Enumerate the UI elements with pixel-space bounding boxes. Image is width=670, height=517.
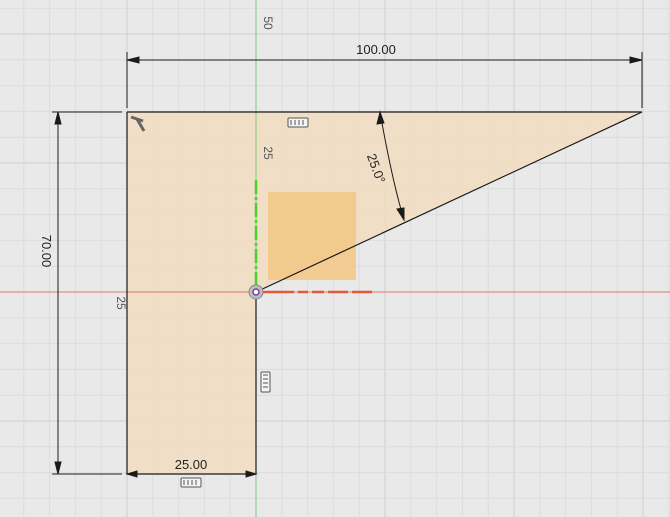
- perpendicular-constraint-icon[interactable]: [130, 115, 146, 132]
- arrowhead: [629, 56, 643, 64]
- dimension-left-height[interactable]: [52, 111, 122, 475]
- arrowhead: [126, 56, 140, 64]
- dimension-angle[interactable]: [376, 110, 405, 222]
- arrowhead: [54, 111, 62, 125]
- dimension-top-width[interactable]: [126, 52, 643, 108]
- dimension-bottom-width-value[interactable]: 25.00: [175, 457, 208, 472]
- origin-point[interactable]: [248, 284, 264, 300]
- vertical-constraint-icon[interactable]: [260, 371, 271, 393]
- arrowhead: [376, 110, 385, 125]
- arrowhead: [396, 207, 405, 222]
- dimension-top-width-value[interactable]: 100.00: [356, 42, 396, 57]
- y-axis-label-top: 50: [261, 16, 275, 30]
- x-axis-label-left: 25: [114, 296, 128, 310]
- dimension-bottom-width[interactable]: [125, 470, 258, 478]
- arrowhead: [245, 470, 258, 478]
- y-axis-label-mid: 25: [261, 146, 275, 160]
- arrowhead: [125, 470, 138, 478]
- horizontal-constraint-icon[interactable]: [287, 117, 309, 128]
- hypotenuse-line[interactable]: [255, 111, 643, 293]
- selection-highlight[interactable]: [268, 192, 356, 280]
- arrowhead: [54, 461, 62, 475]
- dimension-left-height-value[interactable]: 70.00: [39, 235, 54, 268]
- horizontal-constraint-icon[interactable]: [180, 477, 202, 488]
